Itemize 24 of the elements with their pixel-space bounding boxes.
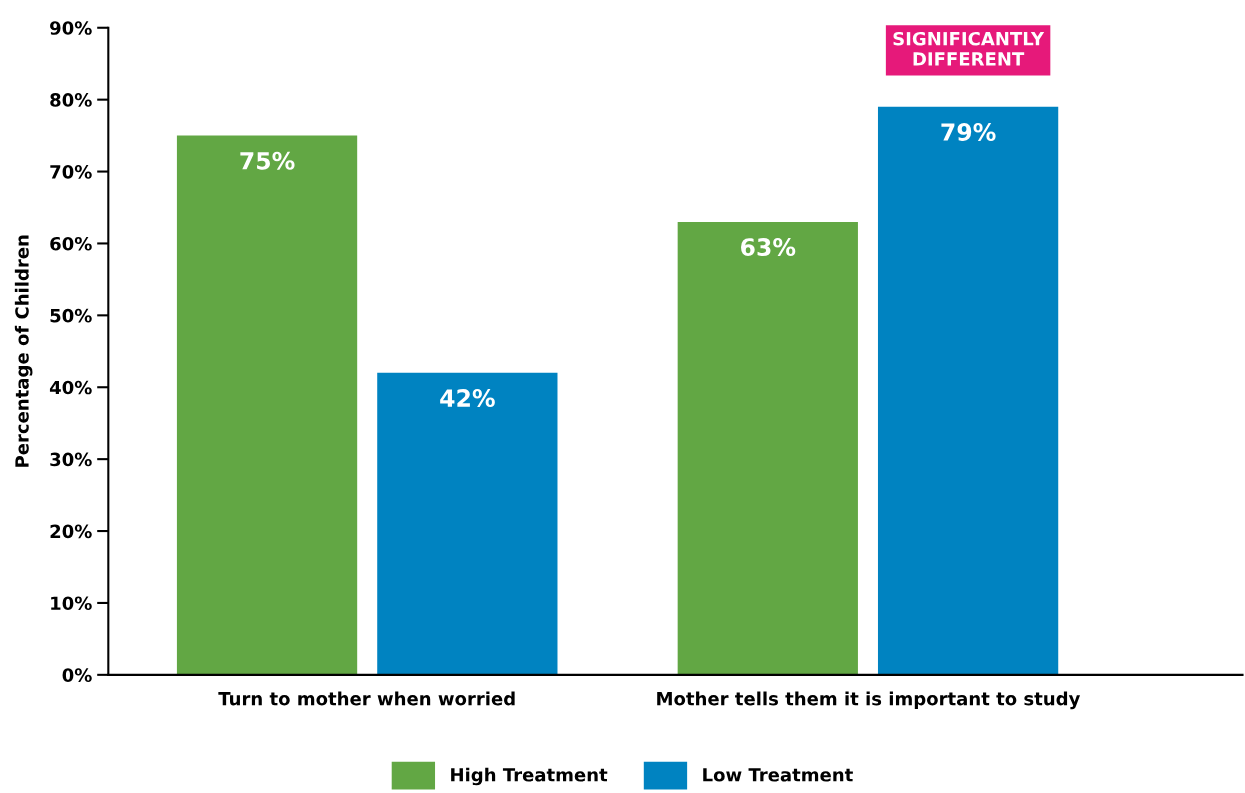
x-tick-label: Turn to mother when worried	[218, 691, 515, 706]
y-tick-label: 60%	[50, 236, 92, 251]
legend-label: Low Treatment	[703, 768, 853, 782]
bar	[877, 106, 1059, 675]
data-label: 79%	[941, 123, 996, 141]
y-tick-label: 10%	[51, 596, 92, 611]
bar	[377, 372, 558, 675]
x-tick-label: Mother tells them it is important to study	[657, 691, 1081, 710]
y-tick-label: 30%	[50, 452, 92, 467]
data-label: 63%	[741, 238, 796, 256]
y-axis-title: Percentage of Children	[14, 235, 33, 467]
y-tick-label: 50%	[50, 308, 92, 323]
y-tick-label: 0%	[62, 668, 92, 682]
annotation: SIGNIFICANTLY DIFFERENT	[893, 31, 1045, 66]
y-tick-label: 20%	[50, 524, 92, 539]
legend-label: High Treatment	[451, 767, 608, 786]
y-tick-label: 90%	[50, 21, 92, 35]
bar	[176, 135, 358, 675]
y-tick-label: 40%	[49, 380, 92, 395]
bar	[677, 221, 858, 675]
y-tick-label: 70%	[50, 165, 92, 179]
data-label: 42%	[440, 389, 495, 407]
y-tick-label: 80%	[50, 93, 92, 107]
data-label: 75%	[240, 151, 295, 170]
